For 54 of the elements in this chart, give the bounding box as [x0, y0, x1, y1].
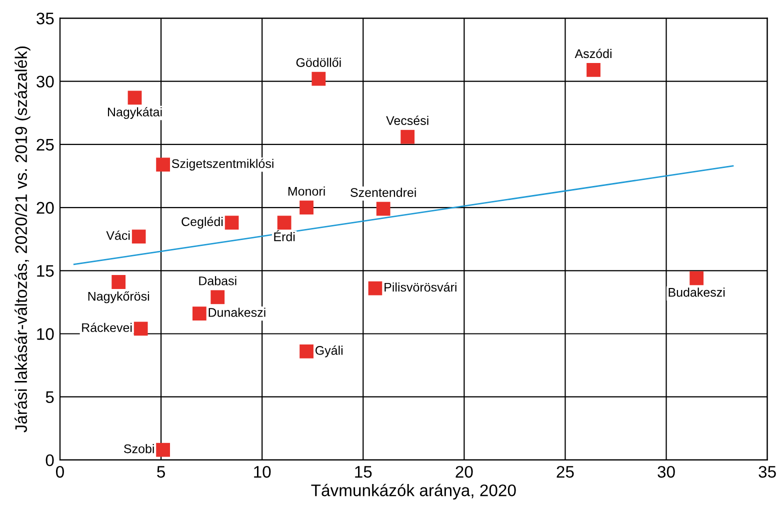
- x-tick-label: 15: [355, 466, 372, 478]
- y-tick-label: 5: [46, 391, 54, 404]
- annotation: Szentendrei: [350, 188, 416, 197]
- point: [128, 90, 142, 105]
- point: [586, 63, 600, 77]
- annotation: Monori: [288, 186, 325, 196]
- annotation: Budakeszi: [668, 288, 725, 297]
- annotation: Dabasi: [199, 276, 236, 286]
- annotation: Gödöllői: [296, 58, 341, 67]
- y-tick-label: 0: [46, 454, 54, 466]
- annotation: Aszódi: [574, 48, 612, 58]
- annotation: Vecsési: [386, 116, 428, 126]
- point: [300, 344, 314, 358]
- x-tick-label: 35: [758, 466, 776, 478]
- point: [368, 281, 382, 296]
- point: [376, 202, 390, 216]
- annotation: Szigetszentmiklósi: [172, 158, 274, 171]
- point: [112, 275, 126, 289]
- x-tick-label: 10: [254, 466, 271, 478]
- annotation: Nagykátai: [108, 107, 162, 119]
- point: [156, 158, 170, 172]
- point: [134, 322, 148, 336]
- point: [400, 130, 415, 144]
- annotation: Ceglédi: [182, 216, 223, 229]
- point: [690, 271, 704, 286]
- point: [277, 216, 292, 230]
- y-tick-label: 15: [37, 265, 54, 277]
- y-tick-label: 20: [36, 202, 54, 214]
- point: [210, 290, 225, 304]
- point: [192, 306, 206, 320]
- y-tick-label: 30: [36, 76, 54, 88]
- point: [300, 200, 314, 214]
- x-tick-label: 5: [157, 466, 165, 478]
- y-tick-label: 10: [37, 328, 54, 340]
- x-axis-title: Távmunkázók aránya, 2020: [311, 484, 516, 500]
- point: [312, 72, 326, 86]
- y-axis-title: Járási lakásár-változás, 2020/21 vs. 2019 (százalék): [14, 46, 30, 432]
- point: [156, 442, 170, 457]
- annotation: Gyáli: [316, 346, 343, 358]
- x-tick-label: 25: [556, 466, 574, 478]
- point: [132, 230, 146, 244]
- annotation: Váci: [106, 230, 130, 240]
- annotation: Érdi: [274, 230, 295, 242]
- annotation: Pilisvörösvári: [384, 282, 456, 292]
- annotation: Ráckevei: [82, 322, 132, 332]
- annotation: Nagykőrösi: [88, 291, 150, 304]
- x-tick-label: 30: [658, 466, 675, 478]
- y-tick-label: 25: [36, 138, 54, 151]
- x-tick-label: 20: [456, 466, 473, 478]
- y-tick-label: 35: [36, 12, 54, 24]
- point: [224, 216, 239, 230]
- annotation: Szobi: [124, 444, 154, 454]
- x-tick-label: 0: [56, 466, 64, 478]
- annotation: Dunakeszi: [208, 308, 266, 317]
